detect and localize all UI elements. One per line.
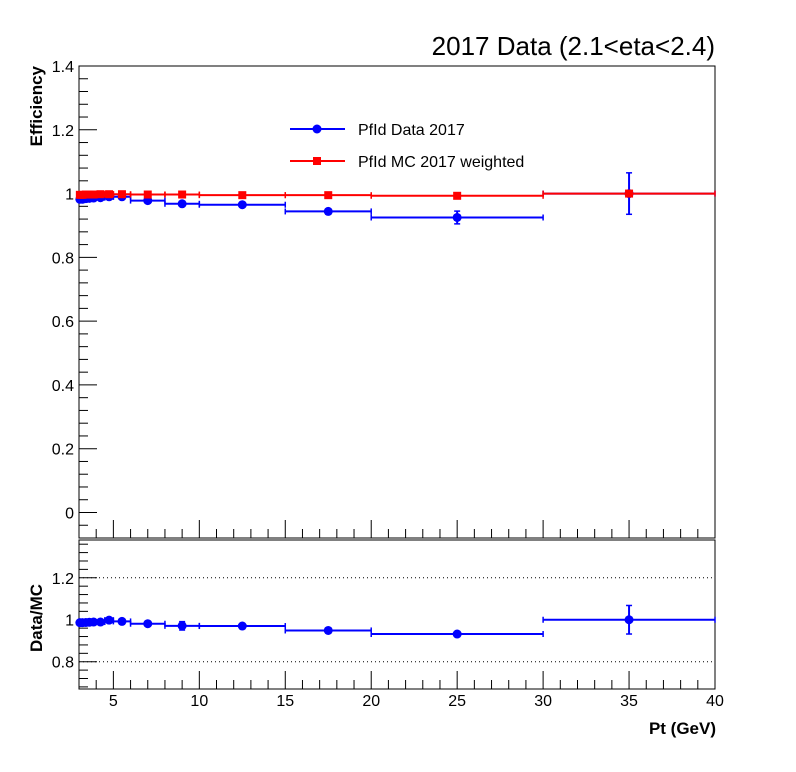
efficiency-axis-label: Efficiency <box>27 65 46 146</box>
legend-data-marker <box>312 124 322 134</box>
data-point <box>89 190 98 199</box>
efficiency-panel: 0 0.2 0.4 0.6 0.8 1 1.2 1.4 2017 Data (2.1<eta<… <box>27 31 716 539</box>
chart-title: 2017 Data (2.1<eta<2.4) <box>432 31 715 61</box>
x-tick-label: 25 <box>448 693 466 710</box>
y-tick-label: 1.2 <box>52 571 74 588</box>
x-tick-label: 5 <box>109 693 118 710</box>
y-tick-label: 1 <box>65 187 74 204</box>
data-point <box>452 212 462 222</box>
data-point <box>117 616 127 626</box>
data-point <box>143 619 153 629</box>
series-0 <box>75 604 716 639</box>
legend-mc-marker <box>313 157 321 165</box>
efficiency-ticks: 0 0.2 0.4 0.6 0.8 1 1.2 1.4 <box>52 59 716 539</box>
ratio-series <box>75 604 716 639</box>
y-tick-label: 1.4 <box>52 59 74 76</box>
legend: PfId Data 2017 PfId MC 2017 weighted <box>290 122 524 171</box>
data-point <box>453 191 462 200</box>
data-point <box>625 189 634 198</box>
data-point <box>238 191 247 200</box>
data-point <box>624 615 634 625</box>
data-point <box>95 617 105 627</box>
data-point <box>178 190 187 199</box>
series-1 <box>75 189 716 200</box>
data-point <box>323 206 333 216</box>
data-point <box>324 191 333 200</box>
y-tick-label: 0 <box>65 505 74 522</box>
data-point <box>104 615 114 625</box>
ratio-axis-label: Data/MC <box>27 584 46 652</box>
data-point <box>237 200 247 210</box>
efficiency-series <box>75 172 716 225</box>
y-tick-label: 1.2 <box>52 123 74 140</box>
ratio-ticks: 0.8 1 1.2 5 10 15 20 25 30 35 40 <box>52 543 724 710</box>
data-point <box>177 621 187 631</box>
y-tick-label: 0.8 <box>52 250 74 267</box>
data-point <box>96 190 105 199</box>
data-point <box>323 625 333 635</box>
data-point <box>85 190 94 199</box>
data-point <box>237 621 247 631</box>
x-tick-label: 35 <box>620 693 638 710</box>
legend-mc-label: PfId MC 2017 weighted <box>358 154 524 171</box>
data-point <box>105 190 114 199</box>
data-point <box>452 629 462 639</box>
ratio-frame <box>78 539 716 690</box>
y-tick-label: 1 <box>65 613 74 630</box>
ratio-panel: 0.8 1 1.2 5 10 15 20 25 30 35 40 Data/MC Pt (GeV) <box>27 539 724 738</box>
y-tick-label: 0.8 <box>52 655 74 672</box>
x-axis-label: Pt (GeV) <box>649 719 716 738</box>
y-tick-label: 0.4 <box>52 378 74 395</box>
data-point <box>143 190 152 199</box>
x-tick-label: 15 <box>276 693 294 710</box>
y-tick-label: 0.2 <box>52 442 74 459</box>
x-tick-label: 40 <box>706 693 724 710</box>
x-tick-label: 10 <box>190 693 208 710</box>
legend-data-label: PfId Data 2017 <box>358 122 465 139</box>
x-tick-label: 30 <box>534 693 552 710</box>
efficiency-frame <box>78 65 716 539</box>
x-tick-label: 20 <box>362 693 380 710</box>
data-point <box>177 199 187 209</box>
data-point <box>117 190 126 199</box>
y-tick-label: 0.6 <box>52 314 74 331</box>
